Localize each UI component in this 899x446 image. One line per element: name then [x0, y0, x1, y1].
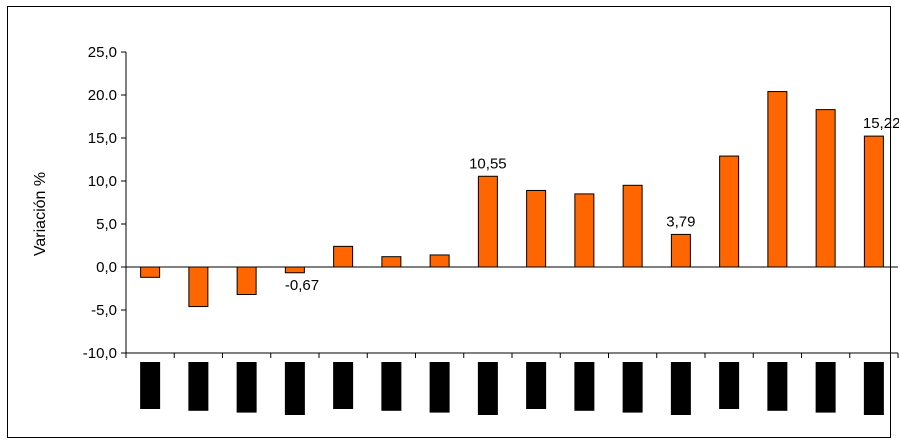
bar	[863, 135, 884, 268]
bar	[236, 266, 257, 296]
data-labels: -0,67 10,55 3,79 15,22	[285, 115, 899, 294]
bar	[140, 266, 161, 278]
bar	[815, 109, 836, 268]
bar	[574, 193, 595, 268]
redacted-category-label	[863, 362, 884, 415]
y-tick-label: 10,0	[88, 173, 117, 190]
bar	[188, 266, 209, 308]
bar	[622, 184, 643, 268]
y-tick-label: -5,0	[91, 302, 117, 319]
bar	[333, 245, 354, 268]
redacted-category-label	[236, 362, 257, 413]
redacted-category-label	[381, 362, 402, 411]
y-tick-label: 15,0	[88, 130, 117, 147]
redacted-category-label	[815, 362, 836, 413]
redacted-category-label	[526, 362, 547, 409]
data-label: 3,79	[666, 213, 695, 230]
category-labels	[140, 362, 884, 415]
redacted-category-label	[188, 362, 209, 411]
data-label: -0,67	[285, 277, 319, 294]
bar	[284, 266, 305, 274]
redacted-category-label	[719, 362, 740, 409]
data-label: 15,22	[863, 115, 899, 132]
bar	[526, 189, 547, 268]
y-tick-label: -10,0	[83, 345, 117, 362]
redacted-category-label	[670, 362, 691, 415]
bar	[767, 91, 788, 268]
redacted-category-label	[429, 362, 450, 413]
bar	[381, 256, 402, 268]
y-tick-label: 5,0	[96, 216, 117, 233]
redacted-category-label	[140, 362, 161, 409]
bars	[140, 91, 884, 308]
bar	[719, 155, 740, 268]
redacted-category-label	[767, 362, 788, 411]
y-tick-label: 20.0	[88, 87, 117, 104]
redacted-category-label	[284, 362, 305, 415]
y-axis-title: Variación %	[32, 172, 49, 256]
redacted-category-label	[477, 362, 498, 415]
data-label: 10,55	[469, 155, 507, 172]
redacted-category-label	[333, 362, 354, 409]
bar	[429, 254, 450, 268]
redacted-category-label	[622, 362, 643, 413]
y-tick-label: 0,0	[96, 259, 117, 276]
redacted-category-label	[574, 362, 595, 411]
bar	[477, 175, 498, 268]
y-tick-label: 25,0	[88, 44, 117, 61]
bar	[670, 233, 691, 268]
